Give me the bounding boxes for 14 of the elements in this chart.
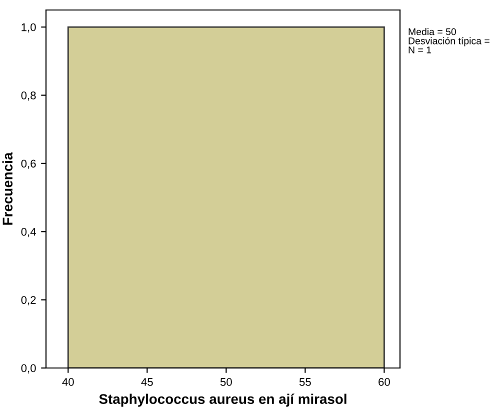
x-tick-label: 50 bbox=[220, 378, 232, 386]
y-tick-label: 0,4 bbox=[21, 228, 36, 238]
x-tick-label: 40 bbox=[62, 378, 74, 386]
y-tick-label: 0,8 bbox=[21, 92, 36, 101]
y-tick-label: 0,0 bbox=[21, 364, 36, 374]
x-tick-label: 55 bbox=[299, 378, 311, 386]
text: Media = 50 Desviación típica = N = 1 bbox=[408, 28, 490, 54]
y-tick-label: 1,0 bbox=[22, 23, 36, 32]
y-tick-label: 0,2 bbox=[21, 296, 36, 306]
x-axis-title: Staphylococcus aureus en ají mirasol bbox=[99, 394, 346, 407]
x-tick-label: 60 bbox=[378, 378, 390, 386]
y-axis-title: Frecuencia bbox=[2, 152, 13, 225]
x-tick-label: 45 bbox=[141, 378, 153, 386]
y-tick-label: 0,6 bbox=[21, 160, 36, 169]
